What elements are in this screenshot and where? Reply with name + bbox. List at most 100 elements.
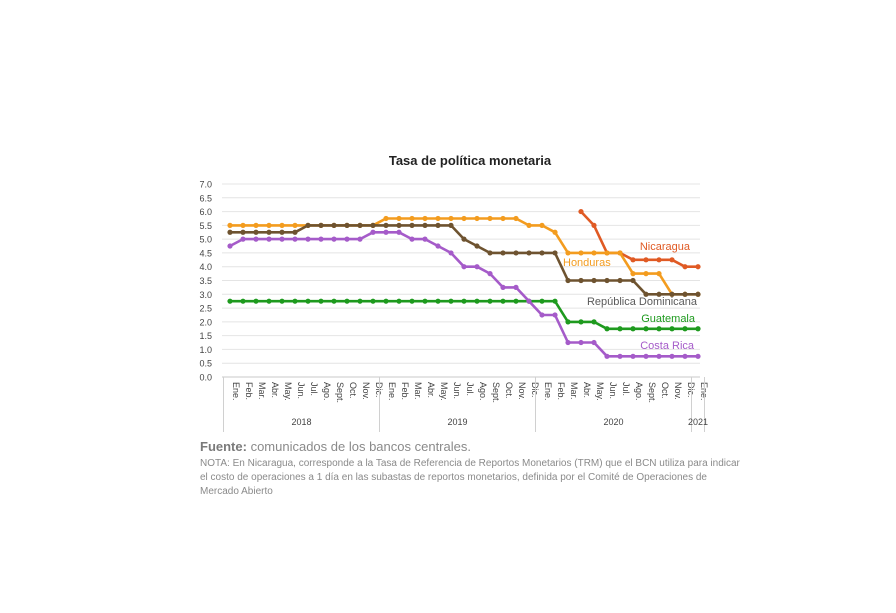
data-point	[396, 229, 402, 235]
series-label: República Dominicana	[587, 296, 698, 308]
data-point	[253, 298, 259, 304]
data-point	[656, 257, 662, 263]
y-tick-label: 5.0	[199, 235, 212, 245]
data-point	[526, 298, 532, 304]
data-point	[409, 236, 415, 242]
data-point	[617, 326, 623, 332]
x-tick-label: Jul.	[309, 382, 319, 396]
data-point	[630, 277, 636, 284]
data-point	[422, 222, 428, 228]
data-point	[630, 353, 636, 359]
data-point	[331, 298, 337, 304]
x-tick-label: Sept.	[491, 382, 501, 403]
data-point	[370, 229, 376, 235]
data-point	[266, 298, 272, 304]
data-point	[279, 236, 285, 242]
data-point	[448, 250, 454, 256]
data-point	[474, 215, 480, 222]
y-tick-label: 2.5	[199, 304, 212, 314]
x-tick-label: Jun.	[452, 382, 462, 399]
data-point	[409, 222, 415, 228]
data-point	[682, 353, 688, 359]
data-point	[656, 271, 662, 277]
data-point	[617, 277, 623, 284]
data-point	[526, 222, 532, 228]
data-point	[487, 215, 493, 222]
x-tick-label: Nov.	[361, 382, 371, 400]
data-point	[370, 298, 376, 304]
y-tick-label: 3.5	[199, 276, 212, 286]
x-tick-label: Feb.	[244, 382, 254, 400]
series-label: Honduras	[563, 257, 611, 269]
x-tick-label: Abr.	[270, 382, 280, 398]
data-point	[513, 250, 519, 256]
data-point	[656, 326, 662, 332]
y-tick-label: 1.5	[199, 331, 212, 341]
data-point	[643, 291, 649, 297]
data-point	[539, 222, 545, 228]
x-tick-label: Nov.	[517, 382, 527, 400]
data-point	[565, 339, 571, 346]
data-point	[474, 264, 480, 270]
x-tick-label: Ago.	[478, 382, 488, 401]
data-point	[591, 250, 597, 256]
data-point	[526, 250, 532, 256]
x-tick-label: May.	[439, 382, 449, 401]
data-point	[357, 222, 363, 228]
data-point	[643, 271, 649, 277]
data-point	[383, 229, 389, 235]
data-point	[656, 291, 662, 297]
source-line: Fuente: comunicados de los bancos centra…	[200, 439, 471, 454]
source-label: Fuente:	[200, 439, 247, 454]
data-point	[344, 236, 350, 242]
x-tick-label: Jul.	[465, 382, 475, 396]
data-point	[591, 339, 597, 346]
data-point	[383, 215, 389, 222]
source-text: comunicados de los bancos centrales.	[246, 439, 471, 454]
x-tick-label: Mar.	[257, 382, 267, 400]
data-point	[617, 353, 623, 359]
data-point	[383, 222, 389, 228]
data-point	[565, 250, 571, 256]
data-point	[279, 298, 285, 304]
data-point	[500, 215, 506, 222]
data-point	[565, 319, 571, 325]
series-layer	[227, 208, 701, 359]
data-point	[669, 257, 675, 263]
x-tick-label: Feb.	[556, 382, 566, 400]
data-point	[487, 271, 493, 277]
data-point	[695, 264, 701, 270]
data-point	[435, 298, 441, 304]
data-point	[357, 298, 363, 304]
data-point	[331, 222, 337, 228]
data-point	[435, 243, 441, 249]
x-tick-label: Nov.	[673, 382, 683, 400]
data-point	[578, 208, 584, 215]
year-label: 2020	[603, 417, 623, 427]
data-point	[422, 236, 428, 242]
data-point	[240, 236, 246, 242]
data-point	[578, 319, 584, 325]
data-point	[643, 353, 649, 359]
data-point	[396, 222, 402, 228]
data-point	[539, 312, 545, 318]
data-point	[305, 222, 311, 228]
data-point	[474, 298, 480, 304]
data-point	[669, 353, 675, 359]
x-tick-label: Mar.	[569, 382, 579, 400]
x-tick-label: Sept.	[647, 382, 657, 403]
data-point	[604, 353, 610, 359]
year-label: 2021	[688, 417, 708, 427]
data-point	[318, 298, 324, 304]
data-point	[552, 312, 558, 318]
series-line	[230, 224, 698, 296]
x-tick-label: Oct.	[660, 382, 670, 399]
data-point	[292, 236, 298, 242]
y-tick-label: 6.5	[199, 193, 212, 203]
data-point	[422, 298, 428, 304]
data-point	[643, 257, 649, 263]
series-label: Guatemala	[641, 313, 696, 325]
y-tick-label: 1.0	[199, 345, 212, 355]
data-point	[552, 298, 558, 304]
